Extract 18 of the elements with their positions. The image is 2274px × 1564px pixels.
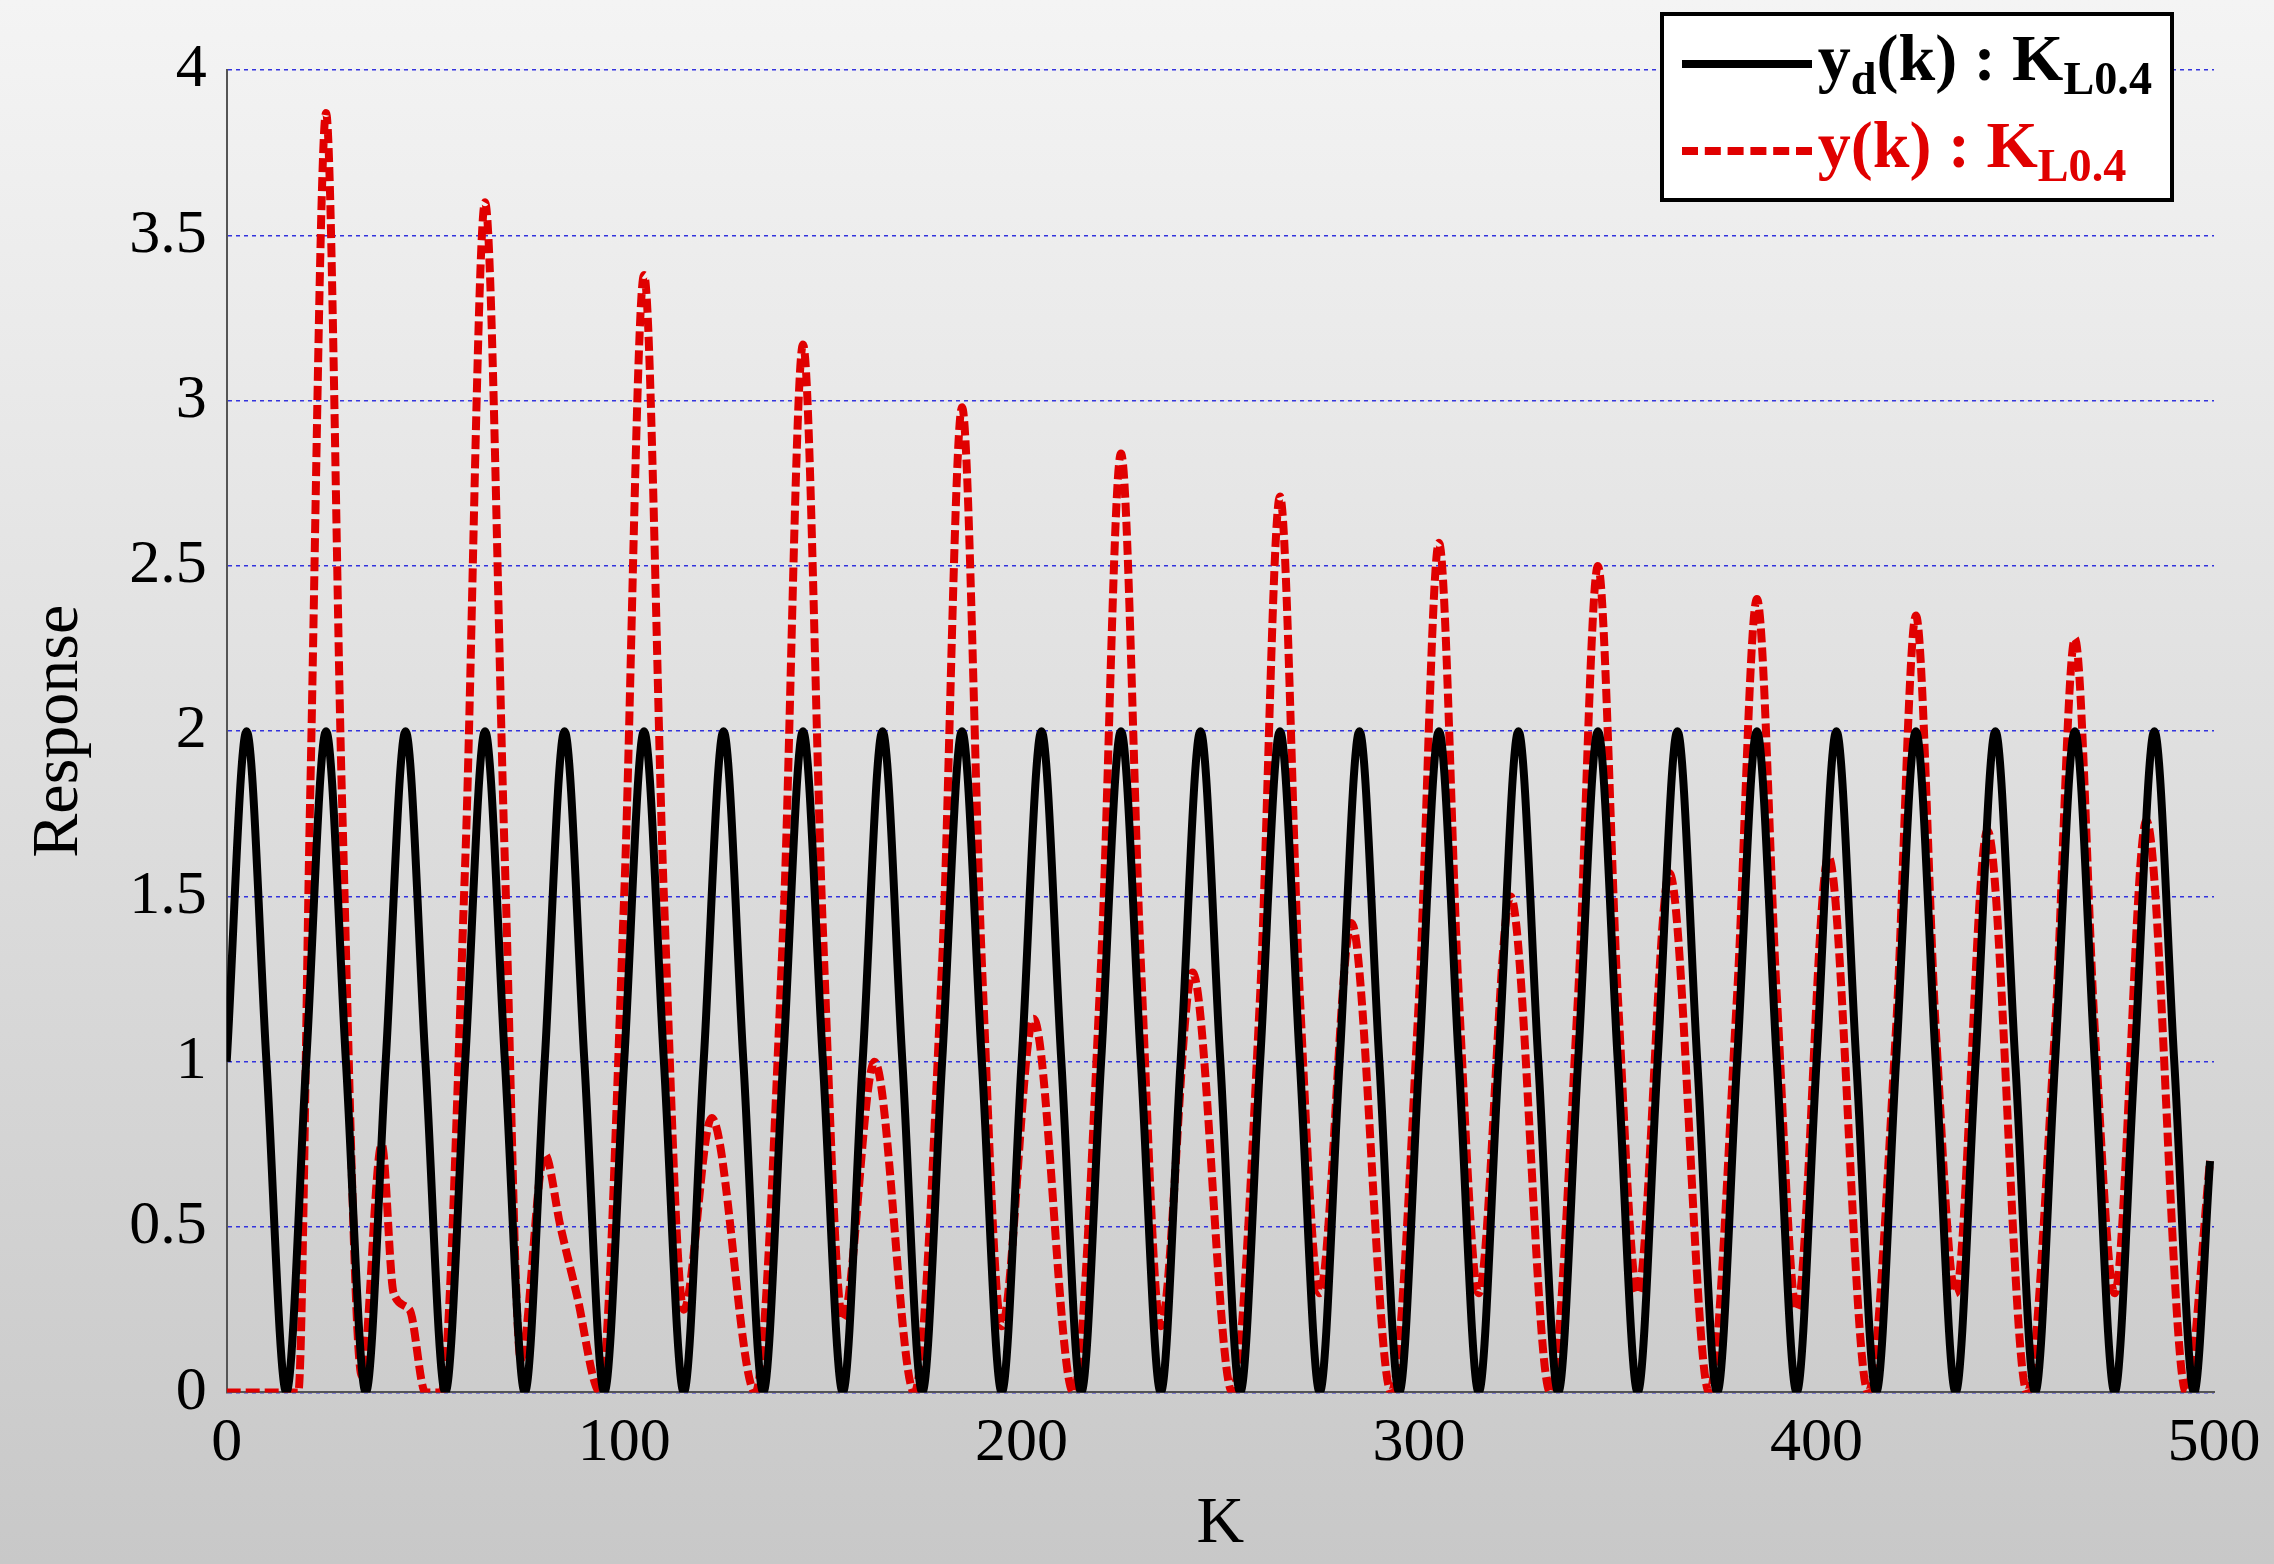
y-tick-label: 2.5 (129, 527, 207, 596)
x-tick-label: 400 (1770, 1404, 1864, 1473)
y-tick-label: 0.5 (129, 1188, 207, 1257)
y-tick-label: 3 (175, 361, 207, 430)
y-tick-label: 1 (175, 1023, 207, 1092)
y-tick-label: 4 (175, 31, 207, 100)
y-tick-label: 2 (175, 692, 207, 761)
x-tick-label: 300 (1372, 1404, 1466, 1473)
y-tick-label: 0 (175, 1353, 207, 1422)
legend-label: y$_{d}$(k) : K$_{L0.4}$ (1817, 21, 2152, 105)
y-tick-label: 1.5 (129, 857, 207, 926)
x-tick-label: 200 (975, 1404, 1069, 1473)
x-tick-label: 500 (2167, 1404, 2261, 1473)
legend-label: y(k) : K$_{L0.4}$ (1817, 108, 2127, 192)
x-axis-title: K (1196, 1482, 1245, 1556)
x-tick-label: 100 (577, 1404, 671, 1473)
y-axis-title: Response (17, 604, 91, 858)
y-tick-label: 3.5 (129, 196, 207, 265)
